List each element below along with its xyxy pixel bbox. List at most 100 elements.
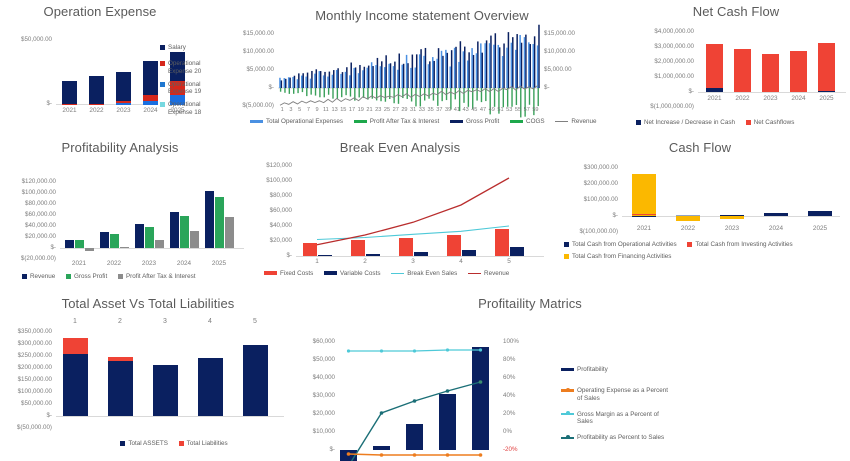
bar-segment[interactable] <box>205 191 214 248</box>
chart-total-asset-vs-total-liabilities[interactable]: Total Asset Vs Total Liabilities 1 2 3 4… <box>0 296 290 461</box>
bar-segment[interactable] <box>116 100 131 104</box>
legend-item[interactable]: Total ASSETS <box>120 440 168 448</box>
legend-item[interactable]: Salary <box>160 44 230 52</box>
legend-item[interactable]: Profitability <box>561 366 741 374</box>
legend-item[interactable]: Operational Expense 20 <box>160 60 230 76</box>
bar-segment[interactable] <box>155 240 164 248</box>
chart-break-even-analysis[interactable]: Break Even Analysis $120,000 $100,000 $8… <box>250 140 550 290</box>
bar-segment[interactable] <box>764 212 788 216</box>
bar-segment[interactable] <box>63 354 88 416</box>
bar-segment[interactable] <box>120 247 129 248</box>
bar-segment[interactable] <box>676 215 700 216</box>
bar-segment[interactable] <box>510 247 524 256</box>
legend-item[interactable]: Gross Profit <box>450 118 499 126</box>
legend-item[interactable]: Revenue <box>555 118 597 126</box>
bar-segment[interactable] <box>706 44 723 92</box>
bar-segment[interactable] <box>632 214 656 216</box>
legend-item[interactable]: Variable Costs <box>324 270 380 278</box>
bar-segment[interactable] <box>108 357 133 362</box>
legend-item[interactable]: COGS <box>510 118 545 126</box>
bar-segment[interactable] <box>65 239 74 248</box>
bar-segment[interactable] <box>62 80 77 104</box>
legend-item[interactable]: Revenue <box>468 270 509 278</box>
bar-segment[interactable] <box>135 224 144 248</box>
chart-profitability-matrics[interactable]: Profitaility Matrics $60,000 $50,000 $40… <box>285 296 850 461</box>
bar-segment[interactable] <box>399 238 413 256</box>
bar-segment[interactable] <box>108 361 133 416</box>
bar-segment[interactable] <box>720 214 744 216</box>
bar-segment[interactable] <box>351 240 365 256</box>
chart-net-cash-flow[interactable]: Net Cash Flow $4,000,000.00 $3,000,000.0… <box>622 4 850 134</box>
bar-segment[interactable] <box>243 344 268 416</box>
bar-segment[interactable] <box>116 71 131 104</box>
legend-item[interactable]: Net Cashflows <box>745 119 794 127</box>
legend-item[interactable]: Gross Profit <box>65 273 107 281</box>
legend-item[interactable]: Gross Margin as a Percent of Sales <box>561 411 741 427</box>
bar-segment[interactable] <box>366 253 380 256</box>
bar-segment[interactable] <box>215 197 224 248</box>
bar-segment[interactable] <box>153 365 178 416</box>
bar-segment[interactable] <box>85 248 94 251</box>
bar-segment[interactable] <box>170 95 185 105</box>
bar-segment[interactable] <box>89 76 104 104</box>
bar-segment[interactable] <box>439 394 456 450</box>
legend-item[interactable]: Profit After Tax & Interest <box>353 118 439 126</box>
bar-segment[interactable] <box>303 242 317 256</box>
bar-segment[interactable] <box>414 251 428 256</box>
bar-segment[interactable] <box>145 227 154 248</box>
bar-segment[interactable] <box>170 211 179 248</box>
bar-segment[interactable] <box>676 216 700 222</box>
bar-segment[interactable] <box>406 423 423 450</box>
bar-segment[interactable] <box>116 103 131 105</box>
legend-item[interactable]: Total Cash from Financing Activities <box>564 253 671 261</box>
bar-segment[interactable] <box>373 446 390 450</box>
bar-segment[interactable] <box>818 90 835 92</box>
bar-segment[interactable] <box>818 43 835 92</box>
legend-swatch-icon <box>561 411 574 416</box>
bar-segment[interactable] <box>720 216 744 220</box>
bar-segment[interactable] <box>143 60 158 104</box>
legend-item[interactable]: Profit After Tax & Interest <box>117 273 196 281</box>
bar-segment[interactable] <box>632 216 656 218</box>
bar-segment[interactable] <box>632 174 656 216</box>
bar-segment[interactable] <box>110 233 119 248</box>
bar-segment[interactable] <box>180 215 189 248</box>
bar-segment[interactable] <box>75 240 84 248</box>
bar-segment[interactable] <box>762 54 779 92</box>
legend-item[interactable]: Operational Expense 18 <box>160 101 230 117</box>
bar-segment[interactable] <box>225 217 234 248</box>
chart-cash-flow[interactable]: Cash Flow $300,000.00 $200,000.00 $100,0… <box>550 140 850 290</box>
legend-item[interactable]: Total Operational Expenses <box>250 118 343 126</box>
bar-segment[interactable] <box>143 100 158 105</box>
bar-segment[interactable] <box>790 50 807 92</box>
legend-item[interactable]: Net Increase / Decrease in Cash <box>636 119 735 127</box>
bar-segment[interactable] <box>734 49 751 92</box>
bar-segment[interactable] <box>89 103 104 105</box>
bar-segment[interactable] <box>472 347 489 450</box>
bar-segment[interactable] <box>495 228 509 256</box>
bar-segment[interactable] <box>63 338 88 354</box>
legend-item[interactable]: Operational Expense 19 <box>160 81 230 97</box>
bar-segment[interactable] <box>462 250 476 256</box>
x-axis-tick: 2024 <box>143 107 158 114</box>
legend-item[interactable]: Total Cash from Investing Activities <box>687 241 793 249</box>
chart-monthly-income-statement[interactable]: Monthly Income statement Overview $15,00… <box>222 8 622 134</box>
bar-segment[interactable] <box>143 94 158 104</box>
chart-profitability-analysis[interactable]: Profitability Analysis $120,000.00 $100,… <box>0 140 250 290</box>
legend-item[interactable]: Break Even Sales <box>391 270 457 278</box>
bar-segment[interactable] <box>198 358 223 416</box>
bar-segment[interactable] <box>190 231 199 248</box>
bar-segment[interactable] <box>706 88 723 92</box>
bar-segment[interactable] <box>62 103 77 105</box>
legend-item[interactable]: Total Liabilities <box>178 440 228 448</box>
bar-segment[interactable] <box>100 232 109 248</box>
bar-segment[interactable] <box>447 234 461 256</box>
bar-segment[interactable] <box>808 210 832 216</box>
chart-operation-expense[interactable]: Operation Expense $50,000.00 $- 202 <box>0 4 250 134</box>
legend-item[interactable]: Revenue <box>22 273 55 281</box>
bar-segment[interactable] <box>318 255 332 256</box>
legend-item[interactable]: Profitability as Percent to Sales <box>561 434 741 442</box>
legend-item[interactable]: Total Cash from Operational Activities <box>564 241 677 249</box>
legend-item[interactable]: Fixed Costs <box>264 270 313 278</box>
legend-item[interactable]: Operating Expense as a Percent of Sales <box>561 387 741 403</box>
